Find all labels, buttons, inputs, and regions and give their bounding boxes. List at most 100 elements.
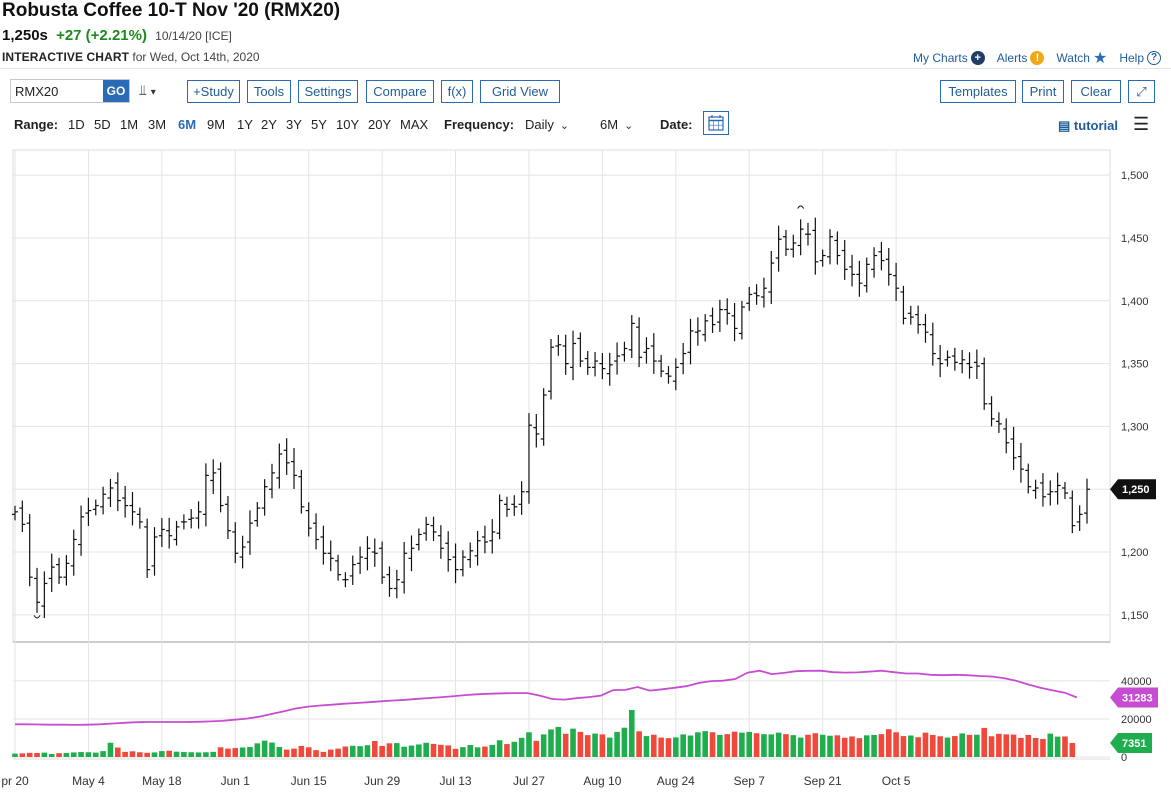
range-3m[interactable]: 3M [148,117,167,132]
ohlc-bar [621,341,628,362]
ohlc-bar [636,317,643,368]
ohlc-bar [871,247,878,278]
clear-button[interactable]: Clear [1071,80,1121,103]
go-button[interactable]: GO [103,80,129,102]
volume-badge: 7351 [1110,733,1152,754]
my-charts-link[interactable]: My Charts + [913,51,985,65]
volume-bar [1010,734,1017,757]
volume-bar [254,743,261,757]
grid-view-button[interactable]: Grid View [480,80,560,103]
volume-bar [863,735,870,757]
date-tick-label: Jun 29 [364,774,400,788]
alerts-link[interactable]: Alerts ! [997,51,1045,65]
volume-bar [85,752,92,757]
date-tick-label: Aug 10 [583,774,621,788]
ohlc-bar [841,239,848,280]
volume-bar [702,731,708,757]
ohlc-bar [1076,505,1083,531]
volume-bar [1047,733,1054,757]
templates-button[interactable]: Templates [940,80,1016,103]
volume-bar [768,734,775,757]
volume-bar [379,745,385,757]
ohlc-bar [694,317,701,346]
function-button[interactable]: f(x) [441,80,473,103]
range-5d[interactable]: 5D [94,117,111,132]
volume-bar [342,746,349,757]
ohlc-bar [371,538,378,567]
ohlc-bar [922,314,929,343]
range-6m[interactable]: 6M [178,117,197,132]
volume-bar [511,741,518,757]
bar-type-icon[interactable]: ⫫ ▾ [139,82,156,98]
volume-bar [504,744,510,757]
watch-link[interactable]: Watch ★ [1056,48,1107,68]
ohlc-bar [1010,426,1017,470]
volume-bar [225,748,231,757]
volume-bar [592,733,598,757]
range-3y[interactable]: 3Y [286,117,302,132]
range-1m[interactable]: 1M [120,117,139,132]
volume-bar [19,753,26,757]
ohlc-bar [643,337,650,364]
range-10y[interactable]: 10Y [336,117,360,132]
ohlc-bar [430,516,437,541]
volume-bar [577,731,584,757]
ohlc-bar [195,501,202,529]
volume-bar [371,741,378,757]
range-1d[interactable]: 1D [68,117,85,132]
compare-button[interactable]: Compare [366,80,434,103]
volume-bar [709,732,716,757]
ohlc-bar [1039,473,1046,507]
menu-icon[interactable]: ☰ [1133,114,1150,134]
volume-average-line [15,669,1078,726]
volume-bar [812,733,819,757]
symbol-input[interactable] [11,80,103,102]
volume-bar [930,734,936,757]
range-20y[interactable]: 20Y [368,117,392,132]
expand-icon[interactable]: ⤢ [1128,80,1155,103]
range-max[interactable]: MAX [400,117,429,132]
ohlc-bar [577,332,584,368]
volume-bar [584,735,591,757]
ohlc-bar [849,254,856,287]
range-5y[interactable]: 5Y [311,117,327,132]
range-1y[interactable]: 1Y [237,117,253,132]
volume-bar [166,750,172,757]
tutorial-link[interactable]: ▤ tutorial [1058,118,1118,134]
ohlc-bar [188,509,195,529]
settings-button[interactable]: Settings [298,80,358,103]
help-link[interactable]: Help ? [1119,51,1161,65]
tools-button[interactable]: Tools [247,80,291,103]
ohlc-bar [555,334,562,356]
print-button[interactable]: Print [1022,80,1064,103]
help-label: Help [1119,51,1144,65]
price-chart[interactable]: 1,150 1,200 1,250 1,300 1,350 1,400 1,450 1,500… [0,140,1171,799]
ohlc-bar [474,530,481,566]
calendar-button[interactable] [703,111,729,135]
period-select[interactable]: 6M ⌄ [600,117,633,132]
volume-tick-label: 0 [1121,752,1127,764]
volume-bar [386,743,393,757]
ohlc-bar [78,505,85,556]
volume-bar [115,747,121,757]
frequency-select[interactable]: Daily ⌄ [525,117,569,132]
ohlc-bar [973,349,980,379]
range-2y[interactable]: 2Y [261,117,277,132]
ohlc-bar [959,350,966,374]
ohlc-bar [232,522,239,564]
study-button[interactable]: +Study [187,80,240,103]
chevron-down-icon: ⌄ [559,120,570,132]
volume-bars [12,710,1076,757]
volume-bar [790,735,797,757]
volume-bar [210,751,217,757]
range-9m[interactable]: 9M [207,117,226,132]
ohlc-bar [1061,481,1068,500]
ohlc-bar [12,505,18,521]
volume-bar [819,734,826,757]
volume-bar [1054,736,1061,757]
volume-bar [1040,738,1046,757]
ohlc-bar [56,557,63,584]
watch-label: Watch [1056,51,1090,65]
ohlc-bar [540,388,547,446]
volume-bar [107,742,114,757]
